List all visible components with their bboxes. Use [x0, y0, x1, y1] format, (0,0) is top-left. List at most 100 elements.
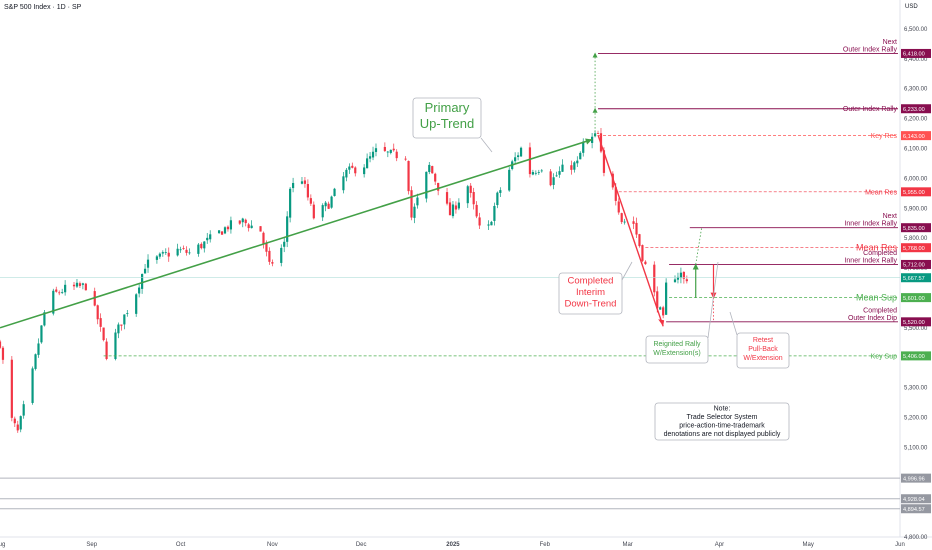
candle-body — [445, 192, 449, 204]
y-tick-label: 6,100.00 — [904, 146, 928, 152]
candle-body — [653, 264, 656, 293]
callout-box-reignited[interactable] — [645, 335, 709, 364]
candle-body — [43, 312, 46, 326]
interim-downtrend-line[interactable] — [597, 134, 664, 327]
downtrend-arrowhead — [658, 319, 665, 327]
level-label-top: Completed — [863, 307, 897, 314]
candle-body — [102, 327, 105, 341]
candle-body — [392, 148, 395, 151]
candle-body — [217, 230, 221, 234]
candle-body — [487, 224, 490, 226]
candle-body — [31, 368, 34, 403]
candle-body — [72, 284, 76, 287]
candle-body — [528, 147, 532, 175]
candle-body — [641, 245, 644, 261]
y-tick-label: 6,300.00 — [904, 87, 928, 93]
currency-label: USD — [905, 4, 918, 10]
candle-body — [549, 171, 552, 186]
candle-body — [324, 202, 327, 207]
candle-body — [561, 164, 564, 172]
candle-body — [466, 186, 469, 204]
candle-body — [451, 204, 455, 217]
rally-arrowhead — [692, 263, 699, 270]
y-tick-label: 6,000.00 — [904, 176, 928, 182]
y-tick-label: 6,200.00 — [904, 117, 928, 123]
level-label: Inner Index Rally — [844, 221, 897, 228]
candle-body — [552, 177, 555, 185]
x-tick-label: Feb — [540, 542, 551, 548]
price-tag-label: 4,894.57 — [903, 507, 925, 513]
candle-body — [303, 180, 307, 184]
callout-text-note: price-action-time-trademark — [679, 423, 765, 430]
candle-body — [291, 182, 295, 189]
candle-body — [238, 220, 241, 224]
callout-text-primary: Up-Trend — [420, 116, 474, 131]
candle-body — [576, 160, 579, 164]
level-price-tag — [901, 131, 931, 141]
candle-body — [141, 274, 144, 289]
level-label: Key Sup — [871, 353, 898, 360]
candle-body — [386, 151, 389, 153]
level-price-label: 5,768.00 — [903, 246, 925, 252]
candle-body — [679, 272, 683, 278]
candle-body — [1, 347, 5, 360]
candle-body — [306, 184, 309, 198]
candle-body — [182, 248, 185, 249]
primary-uptrend-line[interactable] — [0, 138, 593, 329]
candle-body — [34, 354, 37, 369]
candle-body — [371, 151, 375, 158]
candle-body — [138, 287, 141, 294]
candle-body — [428, 164, 431, 173]
candle-body — [280, 247, 283, 263]
candle-body — [223, 227, 227, 234]
candle-body — [120, 324, 123, 326]
candle-body — [490, 221, 493, 226]
level-label: Key Res — [871, 133, 898, 140]
candle-body — [602, 150, 606, 173]
level-label: Mean Res — [865, 189, 897, 196]
candle-body — [220, 231, 224, 235]
candle-body — [126, 313, 129, 314]
level-price-tag — [901, 243, 931, 253]
callout-text-note: Note: — [714, 406, 731, 413]
candle-body — [531, 172, 534, 175]
candle-body — [209, 234, 212, 240]
candle-body — [321, 205, 324, 218]
candle-body — [330, 196, 333, 208]
callout-box-retest[interactable] — [736, 332, 790, 369]
candle-body — [478, 217, 481, 226]
candle-body — [656, 291, 659, 309]
x-tick-label: Apr — [715, 542, 724, 548]
level-label: Inner Index Rally — [844, 257, 897, 264]
y-tick-label: 6,500.00 — [904, 27, 928, 33]
callout-box-downtrend[interactable] — [558, 272, 623, 315]
candle-body — [333, 188, 336, 196]
callout-box-note[interactable] — [654, 402, 790, 441]
callout-text-retest: Pull-Back — [748, 346, 778, 353]
candle-body — [407, 160, 410, 192]
candle-body — [493, 205, 496, 221]
candle-body — [200, 243, 203, 249]
candle-body — [354, 167, 357, 174]
callout-box-primary[interactable] — [412, 97, 482, 139]
candle-body — [537, 172, 540, 173]
candle-body — [425, 171, 428, 199]
level-price-tag — [901, 351, 931, 361]
uptrend-arrowhead — [585, 138, 593, 145]
candle-body — [75, 282, 79, 287]
candle-body — [114, 332, 117, 360]
candle-body — [410, 190, 413, 218]
candle-body — [540, 170, 543, 172]
level-price-label: 6,143.00 — [903, 134, 925, 140]
candle-body — [389, 149, 392, 153]
price-tag — [901, 473, 931, 483]
x-tick-label: Jun — [895, 542, 905, 548]
candle-body — [309, 198, 312, 204]
projection-arrow — [592, 52, 598, 58]
candle-body — [96, 305, 99, 320]
candle-body — [516, 155, 520, 157]
y-tick-label: 6,400.00 — [904, 57, 928, 63]
callout-text-reignited: Reignited Rally — [653, 341, 701, 348]
callout-text-downtrend: Interim — [576, 287, 605, 298]
